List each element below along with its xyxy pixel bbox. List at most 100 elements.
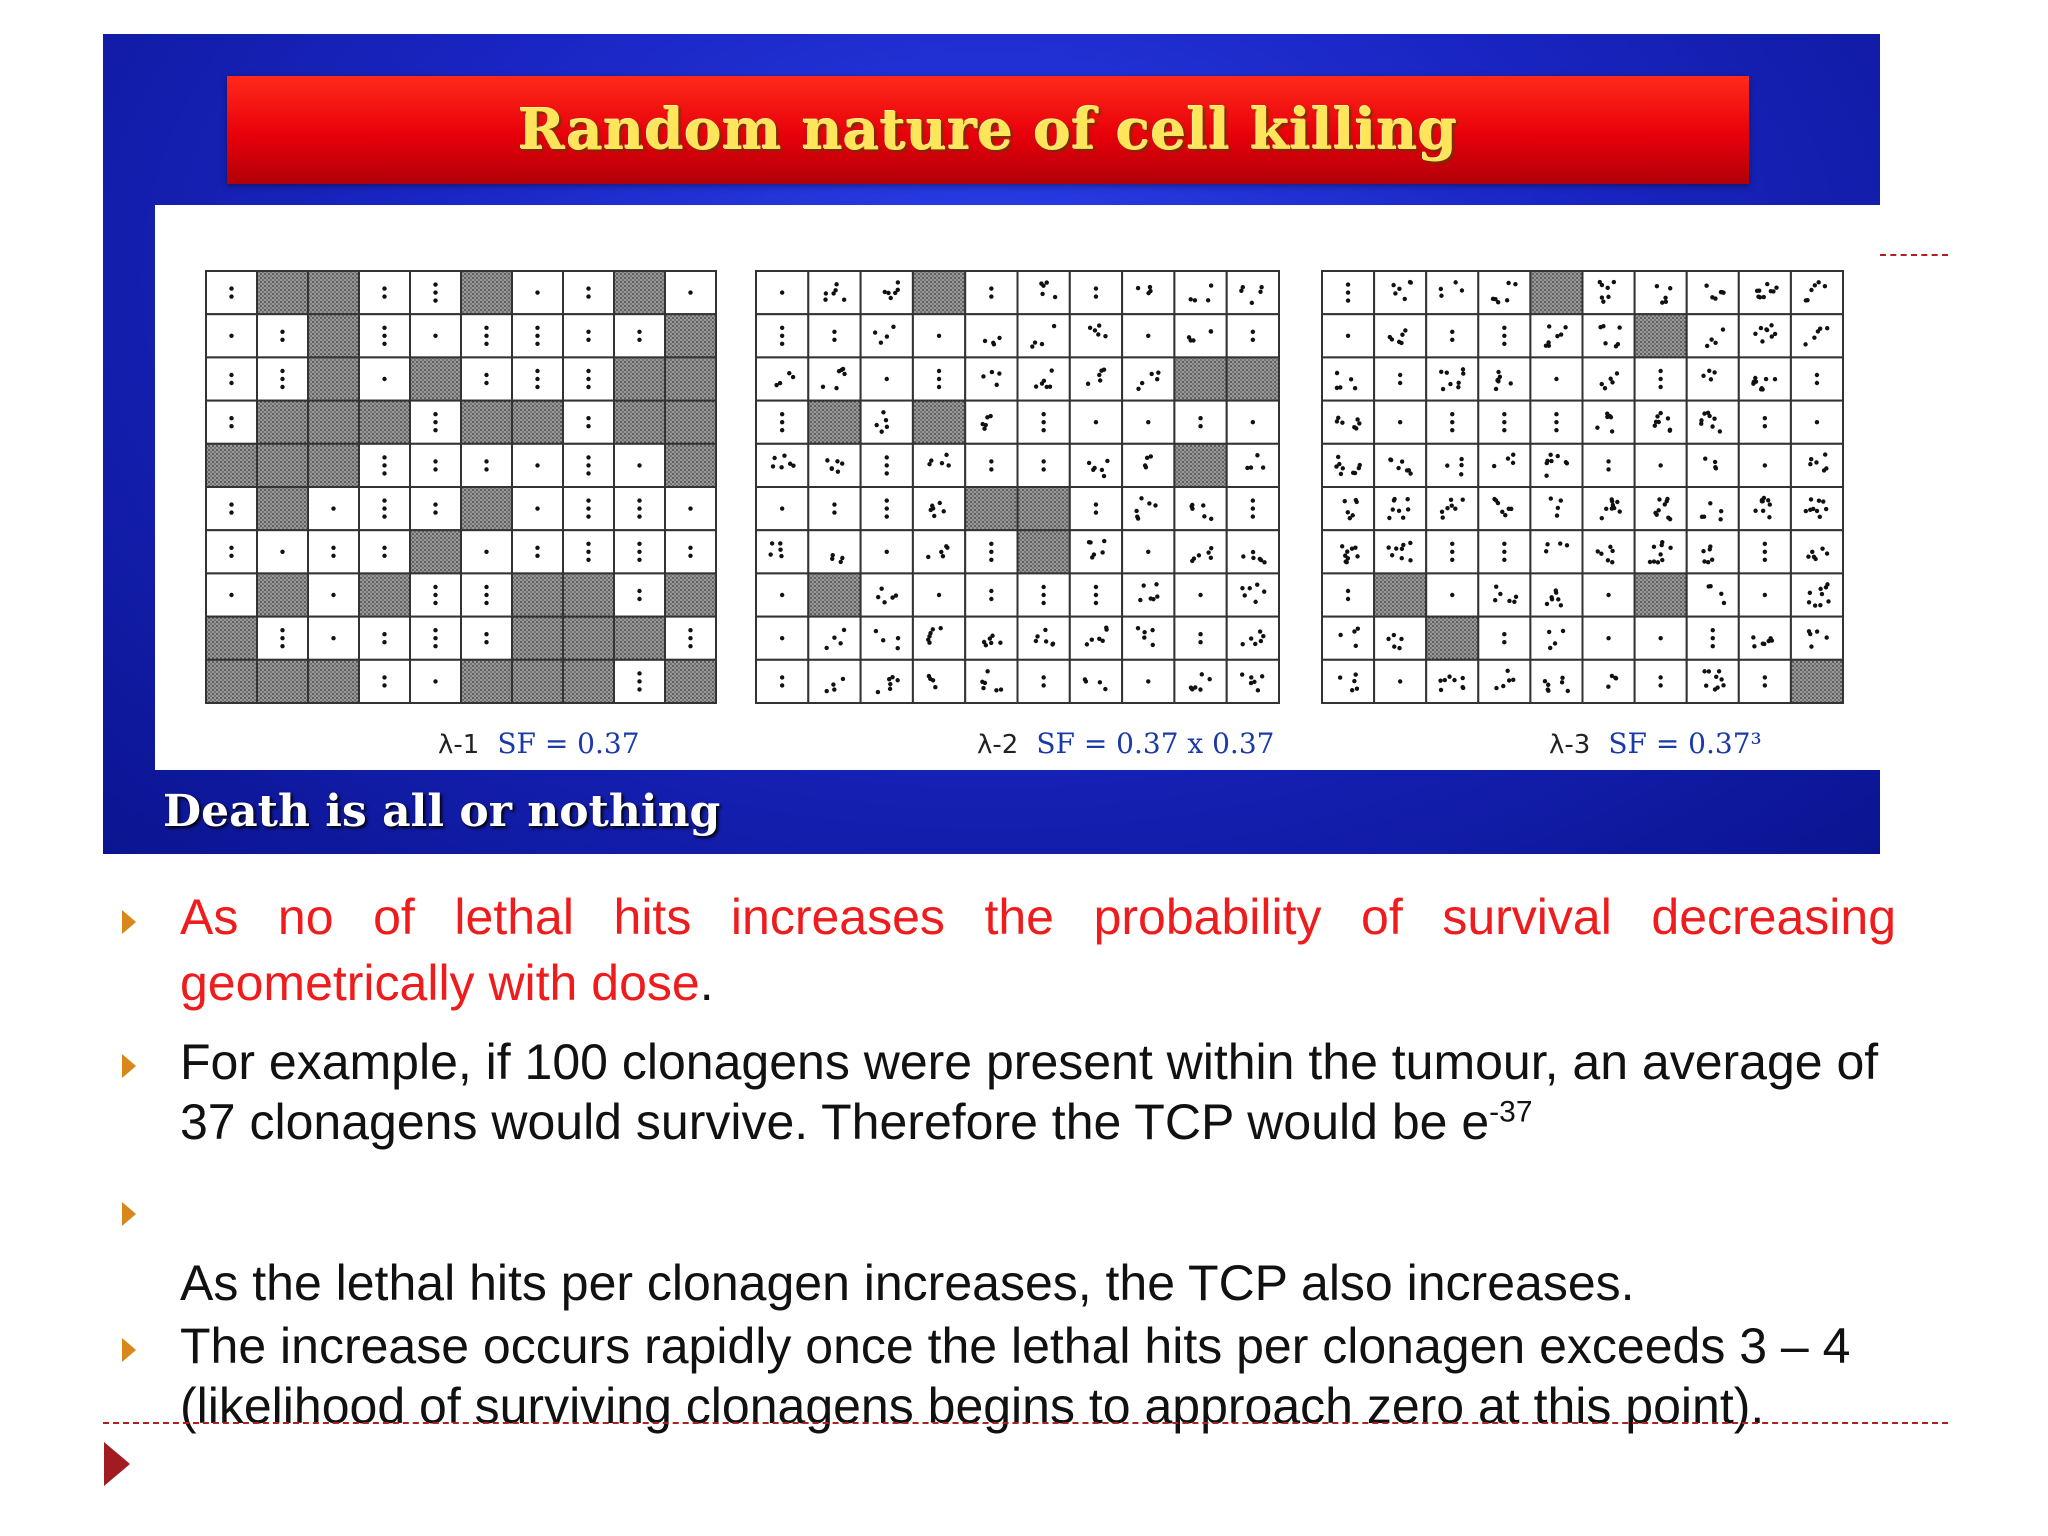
surviving-cell [1225,572,1281,618]
hit-dot [1502,325,1507,330]
hit-dot [1340,466,1345,471]
hit-dot [1701,514,1707,519]
killed-cell [562,658,615,704]
hit-dot [1154,376,1160,382]
hit-dot [1442,677,1448,683]
hit-dot [1826,599,1831,604]
killed-cell [664,658,717,704]
hit-dot [1345,298,1351,303]
hit-dot [929,458,934,463]
hit-dot [989,640,994,646]
hit-dot [535,506,540,511]
hit-dot [1769,334,1774,339]
hit-dot [778,547,783,552]
hit-dot [779,465,784,470]
hit-dot [484,380,489,386]
hit-dot [586,384,591,390]
hit-dot [831,291,836,296]
hit-dot [1762,592,1768,598]
hit-dot [382,325,387,330]
hit-dot [1502,412,1507,417]
hit-dot [586,424,591,429]
surviving-cell [1789,572,1844,618]
hit-dot [586,337,591,342]
hit-dot [1824,466,1829,471]
hit-dot [886,676,892,682]
hit-dot [1610,560,1615,565]
hit-dot [1808,507,1813,513]
surviving-cell [964,572,1019,618]
hit-dot [1198,632,1203,637]
hit-dot [1041,584,1046,590]
hit-dot [1258,557,1264,563]
hit-dot [433,584,438,590]
hit-dot [1714,674,1719,679]
hit-dot [1093,294,1099,299]
hit-dot [1508,381,1513,386]
hit-dot [1760,508,1766,513]
hit-dot [484,341,489,346]
hit-dot [1494,584,1499,589]
killed-cell [1016,529,1071,575]
hit-dot [586,506,591,511]
hit-dot [790,374,796,380]
surviving-cell [1737,270,1792,316]
hit-dot [1393,291,1398,296]
hit-dot [1699,418,1704,423]
surviving-cell [1633,529,1688,575]
hit-dot [1249,675,1254,680]
hit-dot [1039,281,1044,286]
bullet-text-5: The increase occurs rapidly once the let… [180,1318,1851,1434]
hit-dot [927,634,932,639]
hit-dot [1721,290,1726,295]
hit-dot [1345,556,1351,561]
hit-dot [1769,638,1775,643]
hit-dot [890,675,895,680]
hit-dot [1712,459,1718,465]
hit-dot [1563,325,1568,330]
hit-dot [1545,542,1550,547]
surviving-cell [1068,615,1124,661]
killed-cell [964,486,1019,532]
hit-dot [1035,634,1040,639]
hit-dot [1548,645,1553,651]
hit-dot [1033,384,1039,389]
hit-dot [1545,687,1550,692]
hit-dot [1389,553,1395,558]
hit-dot [787,371,792,376]
hit-dot [1086,460,1092,466]
hit-dot [1146,679,1151,684]
hit-dot [1440,386,1446,392]
hit-dot [1251,555,1256,561]
hit-dot [1505,456,1511,461]
hit-dot [1560,628,1566,634]
hit-dot [1664,499,1669,504]
hit-dot [1564,543,1570,548]
surviving-cell [859,572,914,618]
surviving-cell [1321,486,1376,532]
hit-dot [779,592,785,598]
hit-dot [1703,456,1708,461]
hit-dot [1658,368,1663,374]
hit-dot [1150,627,1155,633]
hit-dot [1439,509,1445,514]
hit-dot [1456,384,1461,390]
hit-dot [1134,508,1139,514]
hit-dot [1155,594,1160,599]
hit-dot [1708,377,1714,382]
hit-dot [1495,300,1501,305]
hit-dot [1146,420,1151,425]
hit-dot [688,290,693,295]
hit-dot [1141,583,1146,588]
hit-dot [1092,328,1098,333]
hit-dot [1250,420,1256,425]
hit-dot [1765,498,1771,503]
hit-dot [1097,680,1103,685]
hit-dot [1191,338,1196,343]
hit-dot [1808,497,1814,502]
hit-dot [939,549,944,555]
hit-dot [1707,368,1712,373]
hit-dot [1754,288,1760,294]
hit-dot [1039,341,1045,347]
hit-dot [1718,517,1723,522]
